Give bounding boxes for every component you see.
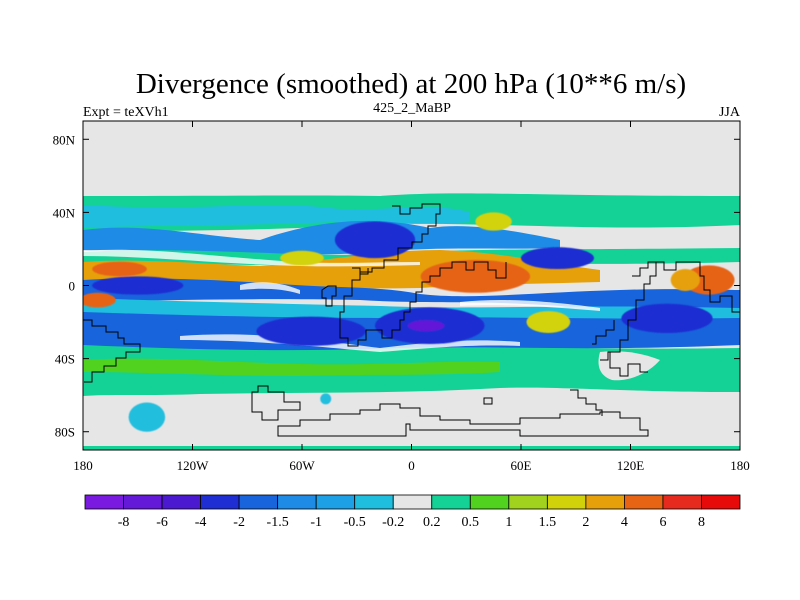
x-tick-label-5: 120E: [617, 458, 645, 473]
x-tick-label-3: 0: [408, 458, 415, 473]
map-plot-area: 180 120W 60W 0 60E 120E 180 80N 40N 0 40S 80S: [53, 120, 750, 473]
colorbar-swatch-5: [277, 494, 317, 510]
colorbar: -8 -6 -4 -2 -1.5 -1 -0.5 -0.2 0.2 0.5 1 1.5 2 4 6 8: [84, 494, 741, 530]
colorbar-swatch-12: [546, 494, 587, 510]
colorbar-label-15: 8: [698, 515, 705, 530]
colorbar-label-7: -0.2: [382, 515, 404, 530]
x-tick-label-0: 180: [73, 458, 93, 473]
outline-north-africa: [352, 267, 369, 275]
outline-island: [483, 397, 493, 405]
y-tick-label-3: 40S: [55, 352, 75, 367]
colorbar-label-5: -1: [310, 515, 322, 530]
continent-outlines: [83, 203, 740, 437]
colorbar-swatch-4: [238, 494, 279, 510]
colorbar-label-14: 6: [659, 515, 666, 530]
colorbar-label-13: 4: [621, 515, 628, 530]
feature-15: [128, 402, 166, 432]
x-tick-label-4: 60E: [511, 458, 532, 473]
colorbar-swatch-2: [161, 494, 201, 510]
outline-indonesia: [600, 261, 657, 361]
colorbar-label-6: -0.5: [344, 515, 366, 530]
feature-8: [92, 261, 147, 277]
band-polar-gap: [598, 351, 660, 381]
case-label: 425_2_MaBP: [373, 101, 451, 116]
band-white-streak-4: [240, 282, 300, 294]
feature-11: [670, 269, 700, 291]
feature-9: [83, 292, 116, 308]
colorbar-swatch-8: [392, 494, 433, 510]
x-tick-label-2: 60W: [289, 458, 315, 473]
colorbar-swatch-9: [431, 494, 471, 510]
y-tick-label-0: 80N: [53, 132, 76, 147]
band-40n-blue: [83, 220, 560, 255]
colorbar-label-0: -8: [118, 515, 130, 530]
outline-europe-africa: [339, 203, 507, 347]
colorbar-swatch-14: [624, 494, 664, 510]
colorbar-label-9: 0.5: [462, 515, 480, 530]
outline-central-america: [592, 320, 615, 345]
feature-6: [407, 320, 445, 332]
outline-americas: [321, 285, 337, 307]
y-tick-label-1: 40N: [53, 205, 76, 220]
colorbar-label-8: 0.2: [423, 515, 441, 530]
band-white-streak-3: [460, 300, 600, 311]
feature-14: [475, 212, 512, 231]
feature-4: [621, 303, 713, 334]
feature-13: [280, 250, 324, 266]
colorbar-swatch-13: [585, 494, 625, 510]
colorbar-label-3: -2: [233, 515, 245, 530]
band-white-streak: [83, 249, 420, 267]
colorbar-label-2: -4: [195, 515, 207, 530]
colorbar-label-4: -1.5: [267, 515, 289, 530]
outline-antarctica: [277, 403, 649, 437]
y-tick-label-2: 0: [69, 279, 76, 294]
colorbar-swatch-7: [354, 494, 394, 510]
chart-title: Divergence (smoothed) at 200 hPa (10**6 …: [136, 68, 686, 100]
divergence-bands: [83, 193, 740, 396]
colorbar-swatch-16: [701, 494, 741, 510]
colorbar-swatch-1: [123, 494, 163, 510]
colorbar-swatch-15: [662, 494, 702, 510]
colorbar-label-11: 1.5: [539, 515, 557, 530]
colorbar-swatch-6: [315, 494, 356, 510]
feature-10: [683, 265, 735, 295]
expt-label: Expt = teXVh1: [83, 105, 169, 120]
outline-southern-tip: [570, 389, 603, 416]
colorbar-swatch-11: [508, 494, 548, 510]
outline-antarctic-peninsula: [251, 385, 301, 421]
outline-australia: [656, 261, 740, 313]
colorbar-swatch-3: [200, 494, 240, 510]
feature-3: [92, 276, 184, 295]
y-tick-label-4: 80S: [55, 425, 75, 440]
outline-south-america: [83, 319, 141, 383]
feature-2: [334, 221, 416, 259]
colorbar-label-1: -6: [156, 515, 168, 530]
feature-16: [320, 393, 332, 405]
feature-12: [526, 311, 571, 334]
x-tick-label-1: 120W: [177, 458, 210, 473]
x-axis-ticks: 180 120W 60W 0 60E 120E 180: [73, 121, 750, 473]
season-label: JJA: [719, 105, 741, 120]
colorbar-label-10: 1: [505, 515, 512, 530]
feature-0: [256, 316, 366, 346]
colorbar-swatch-0: [84, 494, 124, 510]
colorbar-swatch-10: [469, 494, 510, 510]
feature-5: [521, 247, 594, 270]
band-45s-lime: [83, 358, 500, 376]
x-tick-label-6: 180: [730, 458, 750, 473]
outline-australia-south: [609, 351, 648, 377]
colorbar-label-12: 2: [582, 515, 589, 530]
y-axis-ticks: 80N 40N 0 40S 80S: [53, 132, 740, 440]
divergence-features: [83, 212, 735, 432]
